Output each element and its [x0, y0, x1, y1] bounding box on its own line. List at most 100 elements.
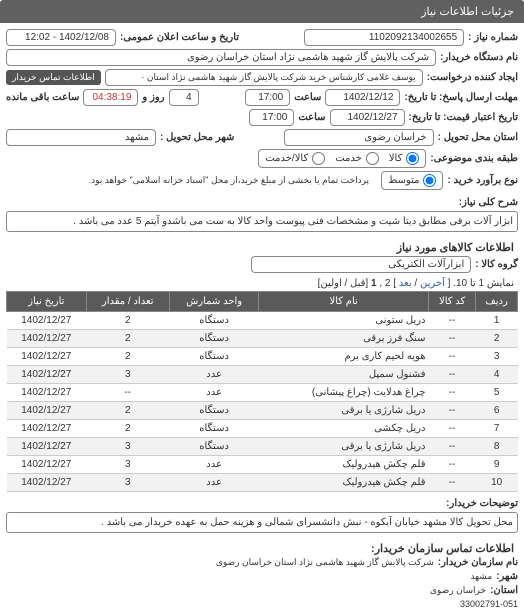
- table-cell: 3: [86, 438, 169, 456]
- table-row: 2--سنگ فرز برقیدستگاه21402/12/27: [7, 330, 518, 348]
- table-row: 5--چراغ هدلایت (چراغ پیشانی)عدد--1402/12…: [7, 384, 518, 402]
- table-cell: 1: [476, 312, 518, 330]
- opt-goods-radio[interactable]: [406, 152, 419, 165]
- validity-date: 1402/12/27: [330, 109, 405, 126]
- table-cell: دریل شارژی یا برقی: [259, 438, 429, 456]
- panel-header: جزئیات اطلاعات نیاز: [0, 0, 524, 23]
- table-cell: 2: [86, 402, 169, 420]
- table-header: تاریخ نیاز: [7, 292, 87, 312]
- table-cell: 2: [86, 330, 169, 348]
- delivery-city-label: شهر محل تحویل :: [160, 132, 234, 143]
- pager-prefix: نمایش 1 تا 10. [: [445, 278, 514, 289]
- opt-medium-radio[interactable]: [423, 174, 436, 187]
- table-cell: 1402/12/27: [7, 456, 87, 474]
- table-cell: 7: [476, 420, 518, 438]
- table-cell: 2: [86, 348, 169, 366]
- deadline-label: مهلت ارسال پاسخ: تا تاریخ:: [404, 92, 518, 103]
- table-cell: چراغ هدلایت (چراغ پیشانی): [259, 384, 429, 402]
- table-cell: 5: [476, 384, 518, 402]
- table-cell: --: [429, 474, 476, 492]
- table-cell: 2: [476, 330, 518, 348]
- pager-sep1: /: [412, 278, 418, 289]
- table-row: 1--دریل ستونیدستگاه21402/12/27: [7, 312, 518, 330]
- table-cell: --: [429, 366, 476, 384]
- table-cell: 1402/12/27: [7, 348, 87, 366]
- table-cell: هویه لحیم کاری برم: [259, 348, 429, 366]
- contact-prov-label: استان:: [490, 585, 518, 596]
- table-cell: قلم چکش هیدرولیک: [259, 456, 429, 474]
- remaining-days-label: روز و: [142, 92, 164, 103]
- buyer-contact-button[interactable]: اطلاعات تماس خریدار: [6, 70, 101, 85]
- validity-time-label: ساعت: [298, 112, 325, 123]
- validity-label: تاریخ اعتبار قیمت: تا تاریخ:: [409, 112, 518, 123]
- table-cell: --: [429, 420, 476, 438]
- announce-datetime-value: 1402/12/08 - 12:02: [6, 29, 116, 46]
- table-cell: دریل ستونی: [259, 312, 429, 330]
- remaining-time-label: ساعت باقی مانده: [6, 92, 79, 103]
- purchase-type-options: متوسط: [381, 171, 443, 190]
- requester-label: ایجاد کننده درخواست:: [427, 72, 518, 83]
- table-cell: عدد: [169, 366, 258, 384]
- table-cell: --: [429, 402, 476, 420]
- need-number-label: شماره نیاز :: [468, 32, 518, 43]
- table-cell: 1402/12/27: [7, 330, 87, 348]
- table-row: 7--دریل چکشیدستگاه21402/12/27: [7, 420, 518, 438]
- opt-rent-radio[interactable]: [312, 152, 325, 165]
- table-cell: 1402/12/27: [7, 438, 87, 456]
- table-cell: 3: [86, 456, 169, 474]
- pager-next-link[interactable]: بعد: [399, 278, 412, 289]
- delivery-province-label: استان محل تحویل :: [438, 132, 518, 143]
- table-cell: 3: [86, 366, 169, 384]
- table-cell: 8: [476, 438, 518, 456]
- table-cell: 3: [86, 474, 169, 492]
- table-cell: عدد: [169, 474, 258, 492]
- table-cell: 1402/12/27: [7, 384, 87, 402]
- table-cell: فشنول سمپل: [259, 366, 429, 384]
- contact-city-value: مشهد: [470, 571, 492, 582]
- table-cell: دریل چکشی: [259, 420, 429, 438]
- remaining-days: 4: [169, 89, 199, 106]
- requester-value: یوسف غلامی کارشناس خرید شرکت پالایش گاز …: [105, 69, 423, 86]
- table-cell: دستگاه: [169, 420, 258, 438]
- table-header: تعداد / مقدار: [86, 292, 169, 312]
- table-cell: 1402/12/27: [7, 366, 87, 384]
- contact-org-label: نام سازمان خریدار:: [438, 557, 518, 568]
- contact-city-label: شهر:: [496, 571, 518, 582]
- classification-label: طبقه بندی موضوعی:: [430, 153, 518, 164]
- delivery-note-label: توضیحات خریدار:: [446, 498, 518, 509]
- table-header: واحد شمارش: [169, 292, 258, 312]
- table-cell: 2: [86, 420, 169, 438]
- opt-service-label: خدمت: [335, 153, 362, 164]
- table-cell: 9: [476, 456, 518, 474]
- table-cell: عدد: [169, 384, 258, 402]
- panel-title: جزئیات اطلاعات نیاز: [421, 6, 514, 18]
- table-cell: --: [429, 312, 476, 330]
- pager-current: 1: [371, 278, 377, 289]
- table-cell: قلم چکش هیدرولیک: [259, 474, 429, 492]
- opt-medium-label: متوسط: [388, 175, 419, 186]
- pager-last-link[interactable]: آخرین: [420, 278, 445, 289]
- table-row: 4--فشنول سمپلعدد31402/12/27: [7, 366, 518, 384]
- contact-org-value: شرکت پالایش گاز شهید هاشمی نژاد استان خر…: [216, 557, 434, 568]
- table-cell: دستگاه: [169, 330, 258, 348]
- classification-options: کالا خدمت کالا/خدمت: [258, 149, 426, 168]
- contact-prov-value: خراسان رضوی: [430, 585, 486, 596]
- table-cell: عدد: [169, 456, 258, 474]
- table-cell: 10: [476, 474, 518, 492]
- table-cell: --: [429, 438, 476, 456]
- deadline-date: 1402/12/12: [325, 89, 400, 106]
- need-title-label: شرح کلی نیاز:: [459, 197, 518, 208]
- table-header: ردیف: [476, 292, 518, 312]
- pager-suffix: [قبل / اولین]: [318, 278, 369, 289]
- opt-service-radio[interactable]: [366, 152, 379, 165]
- opt-goods-label: کالا: [389, 153, 403, 164]
- table-cell: --: [429, 456, 476, 474]
- table-cell: 1402/12/27: [7, 420, 87, 438]
- table-cell: 1402/12/27: [7, 474, 87, 492]
- delivery-province: خراسان رضوی: [284, 129, 434, 146]
- remaining-time: 04:38:19: [83, 89, 138, 106]
- pager: نمایش 1 تا 10. [ آخرین / بعد ] 2 , 1 [قب…: [6, 276, 518, 291]
- table-cell: --: [86, 384, 169, 402]
- goods-group-label: گروه کالا :: [475, 259, 518, 270]
- buyer-value: شرکت پالایش گاز شهید هاشمی نژاد استان خر…: [6, 49, 436, 66]
